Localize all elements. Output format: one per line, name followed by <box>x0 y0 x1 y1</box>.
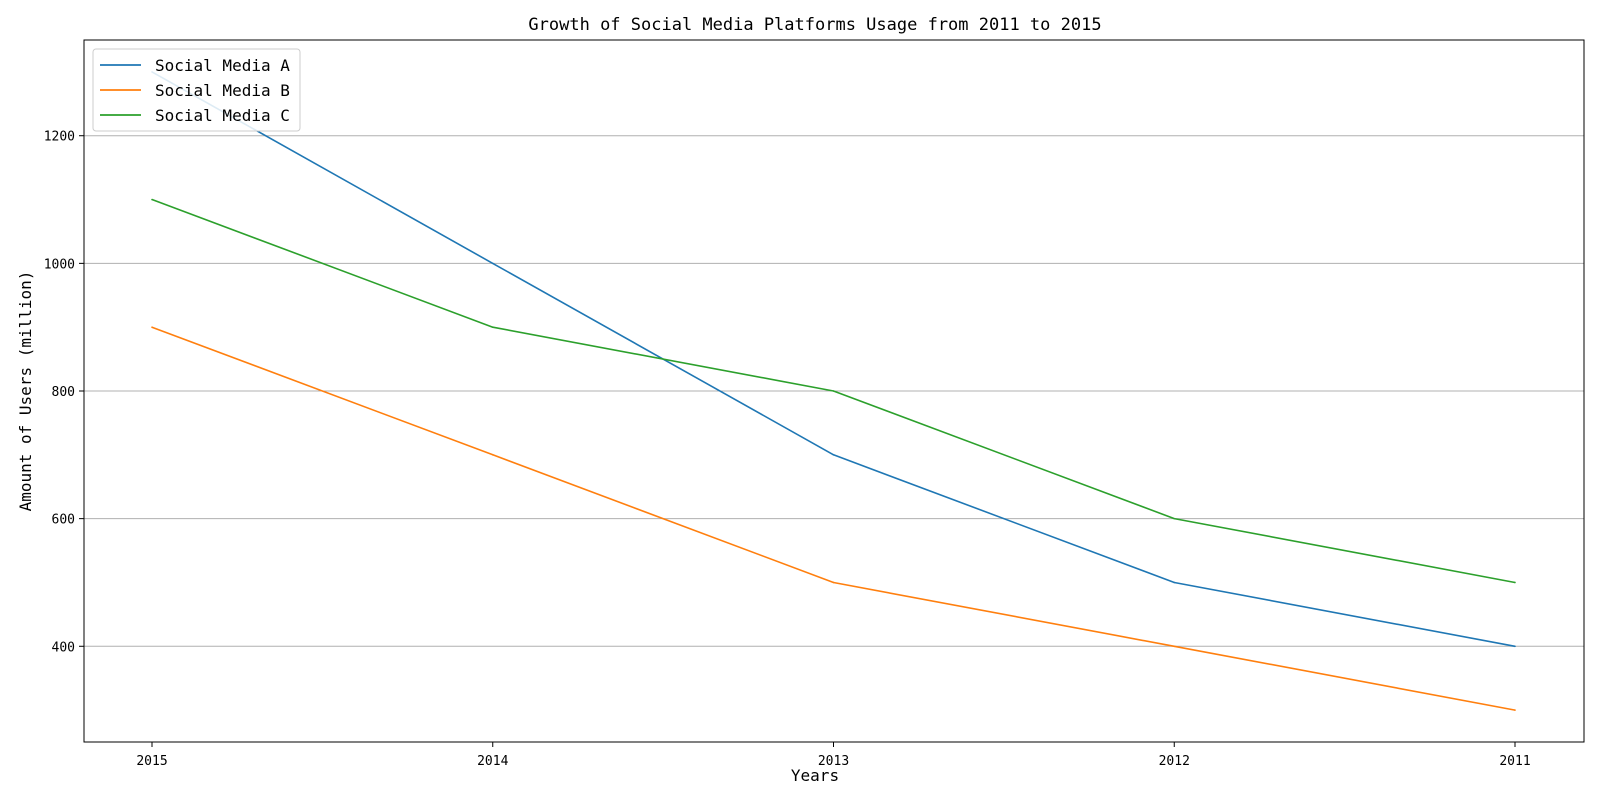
data-point <box>151 326 153 328</box>
x-axis-ticks: 2015 2014 2013 2012 2011 <box>136 742 1531 769</box>
data-point <box>1514 581 1516 584</box>
y-tick-label: 400 <box>52 640 75 655</box>
legend-box <box>92 48 301 132</box>
x-tick-label: 2011 <box>1499 754 1530 769</box>
data-point <box>151 198 153 201</box>
x-tick-label: 2012 <box>1159 754 1190 769</box>
chart-title: Growth of Social Media Platforms Usage f… <box>528 15 1101 35</box>
x-tick-label: 2013 <box>818 754 849 769</box>
y-axis-ticks: 400 600 800 1000 1200 <box>44 130 84 655</box>
data-point <box>1514 709 1516 711</box>
y-tick-label: 600 <box>52 513 75 528</box>
data-point <box>832 390 835 392</box>
y-tick-label: 1000 <box>44 257 75 272</box>
x-axis-label: Years <box>791 766 839 785</box>
series-line-social-media-a <box>151 71 1516 648</box>
data-point <box>1173 645 1176 648</box>
data-point <box>491 326 494 328</box>
x-tick-label: 2014 <box>477 754 508 769</box>
legend-label: Social Media A <box>155 56 290 75</box>
x-tick-label: 2015 <box>136 754 167 769</box>
series-lines <box>151 71 1516 711</box>
data-point <box>832 454 835 456</box>
data-point <box>832 581 835 584</box>
data-point <box>1173 517 1176 520</box>
y-axis-label: Amount of Users (million) <box>16 271 35 512</box>
y-tick-label: 1200 <box>44 130 75 145</box>
legend: Social Media A Social Media B Social Media… <box>92 48 301 132</box>
data-point <box>1514 645 1516 648</box>
legend-label: Social Media C <box>155 106 290 125</box>
y-tick-label: 800 <box>52 385 75 400</box>
data-point <box>1173 581 1176 584</box>
data-point <box>491 262 494 265</box>
data-point <box>491 454 494 456</box>
legend-label: Social Media B <box>155 81 290 100</box>
